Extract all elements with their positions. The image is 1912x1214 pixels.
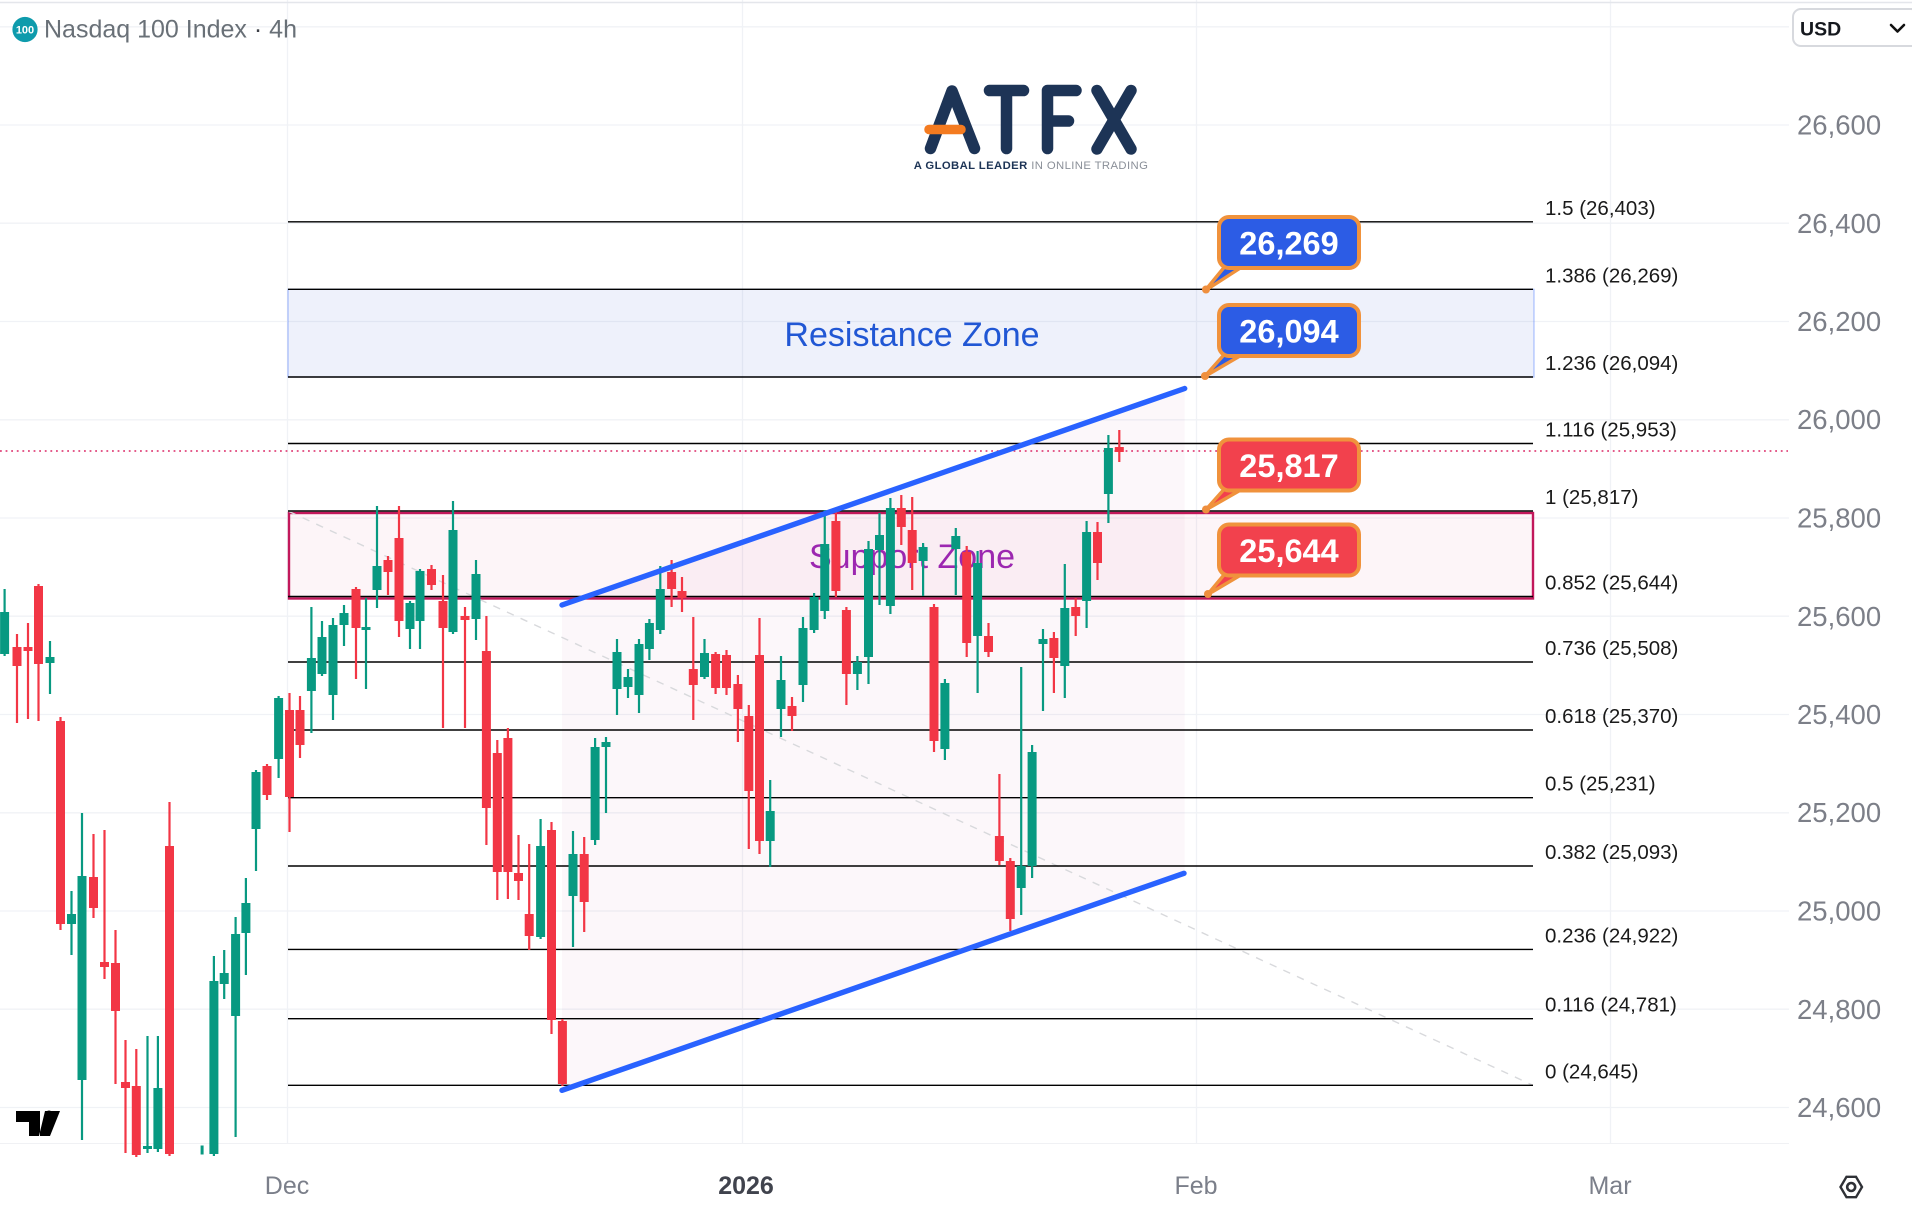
- svg-text:1.116 (25,953): 1.116 (25,953): [1545, 419, 1677, 442]
- svg-text:Nasdaq 100 Index · 4h: Nasdaq 100 Index · 4h: [44, 16, 297, 44]
- svg-text:24,800: 24,800: [1797, 994, 1881, 1025]
- svg-text:25,000: 25,000: [1797, 896, 1881, 927]
- svg-text:25,200: 25,200: [1797, 797, 1881, 828]
- svg-text:25,800: 25,800: [1797, 503, 1881, 534]
- svg-text:25,644: 25,644: [1239, 533, 1338, 569]
- svg-text:25,817: 25,817: [1239, 448, 1338, 484]
- svg-text:1 (25,817): 1 (25,817): [1545, 486, 1638, 509]
- svg-text:100: 100: [16, 25, 34, 37]
- svg-text:25,600: 25,600: [1797, 601, 1881, 632]
- svg-text:0.382 (25,093): 0.382 (25,093): [1545, 841, 1678, 864]
- svg-text:0.116 (24,781): 0.116 (24,781): [1545, 994, 1677, 1017]
- svg-text:Resistance Zone: Resistance Zone: [784, 316, 1039, 354]
- svg-text:Feb: Feb: [1174, 1172, 1217, 1200]
- svg-text:1.386 (26,269): 1.386 (26,269): [1545, 264, 1678, 287]
- svg-text:Mar: Mar: [1588, 1172, 1631, 1200]
- svg-text:A GLOBAL LEADER IN ONLINE TRAD: A GLOBAL LEADER IN ONLINE TRADING: [914, 160, 1149, 172]
- svg-text:0.736 (25,508): 0.736 (25,508): [1545, 637, 1678, 660]
- svg-text:0.852 (25,644): 0.852 (25,644): [1545, 572, 1678, 595]
- svg-text:0.618 (25,370): 0.618 (25,370): [1545, 705, 1678, 728]
- svg-text:26,400: 26,400: [1797, 208, 1881, 239]
- svg-text:24,600: 24,600: [1797, 1092, 1881, 1123]
- svg-text:1.236 (26,094): 1.236 (26,094): [1545, 352, 1678, 375]
- svg-text:25,400: 25,400: [1797, 699, 1881, 730]
- svg-text:26,269: 26,269: [1239, 226, 1338, 262]
- svg-text:26,600: 26,600: [1797, 110, 1881, 141]
- svg-text:26,000: 26,000: [1797, 404, 1881, 435]
- svg-text:0.5 (25,231): 0.5 (25,231): [1545, 773, 1656, 796]
- svg-text:Dec: Dec: [265, 1172, 309, 1200]
- svg-text:26,094: 26,094: [1239, 314, 1338, 350]
- svg-text:2026: 2026: [718, 1172, 774, 1200]
- svg-text:26,200: 26,200: [1797, 306, 1881, 337]
- svg-text:1.5 (26,403): 1.5 (26,403): [1545, 197, 1656, 220]
- svg-text:0 (24,645): 0 (24,645): [1545, 1060, 1638, 1083]
- svg-text:0.236 (24,922): 0.236 (24,922): [1545, 924, 1678, 947]
- svg-text:USD: USD: [1800, 19, 1841, 41]
